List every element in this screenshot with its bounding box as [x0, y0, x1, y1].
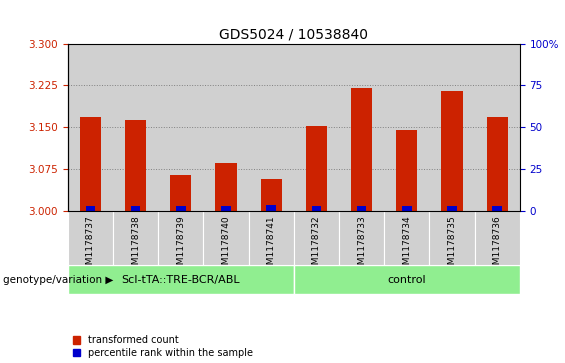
- Bar: [131, 205, 140, 211]
- Bar: [306, 126, 327, 211]
- Bar: [221, 205, 231, 211]
- FancyBboxPatch shape: [68, 265, 294, 294]
- Bar: [158, 44, 203, 211]
- Bar: [384, 44, 429, 211]
- Bar: [486, 117, 508, 211]
- FancyBboxPatch shape: [249, 211, 294, 265]
- Text: GSM1178732: GSM1178732: [312, 215, 321, 276]
- Bar: [113, 44, 158, 211]
- Bar: [339, 44, 384, 211]
- Bar: [351, 88, 372, 211]
- FancyBboxPatch shape: [113, 211, 158, 265]
- Text: GSM1178741: GSM1178741: [267, 215, 276, 276]
- Bar: [80, 117, 101, 211]
- Bar: [493, 205, 502, 211]
- Text: GSM1178735: GSM1178735: [447, 215, 457, 276]
- Bar: [402, 205, 412, 211]
- Legend: transformed count, percentile rank within the sample: transformed count, percentile rank withi…: [73, 335, 253, 358]
- FancyBboxPatch shape: [339, 211, 384, 265]
- Bar: [203, 44, 249, 211]
- FancyBboxPatch shape: [384, 211, 429, 265]
- Text: GSM1178734: GSM1178734: [402, 215, 411, 276]
- FancyBboxPatch shape: [203, 211, 249, 265]
- Bar: [294, 44, 339, 211]
- Bar: [249, 44, 294, 211]
- FancyBboxPatch shape: [68, 211, 113, 265]
- Bar: [312, 205, 321, 211]
- Bar: [447, 205, 457, 211]
- Bar: [260, 179, 282, 211]
- FancyBboxPatch shape: [158, 211, 203, 265]
- FancyBboxPatch shape: [429, 211, 475, 265]
- Bar: [475, 44, 520, 211]
- FancyBboxPatch shape: [294, 211, 339, 265]
- Text: GSM1178739: GSM1178739: [176, 215, 185, 276]
- Bar: [396, 130, 418, 211]
- Text: GSM1178733: GSM1178733: [357, 215, 366, 276]
- FancyBboxPatch shape: [294, 265, 520, 294]
- Bar: [441, 91, 463, 211]
- Bar: [267, 205, 276, 211]
- Bar: [86, 205, 95, 211]
- Text: genotype/variation ▶: genotype/variation ▶: [3, 274, 113, 285]
- Bar: [68, 44, 113, 211]
- FancyBboxPatch shape: [475, 211, 520, 265]
- Bar: [176, 205, 186, 211]
- Bar: [357, 205, 367, 211]
- Text: GSM1178738: GSM1178738: [131, 215, 140, 276]
- Bar: [429, 44, 475, 211]
- Text: GSM1178740: GSM1178740: [221, 215, 231, 276]
- Bar: [215, 163, 237, 211]
- Bar: [170, 175, 192, 211]
- Text: GSM1178736: GSM1178736: [493, 215, 502, 276]
- Text: ScI-tTA::TRE-BCR/ABL: ScI-tTA::TRE-BCR/ABL: [121, 274, 240, 285]
- Text: GSM1178737: GSM1178737: [86, 215, 95, 276]
- Text: control: control: [388, 274, 426, 285]
- Title: GDS5024 / 10538840: GDS5024 / 10538840: [219, 27, 368, 41]
- Bar: [125, 121, 146, 211]
